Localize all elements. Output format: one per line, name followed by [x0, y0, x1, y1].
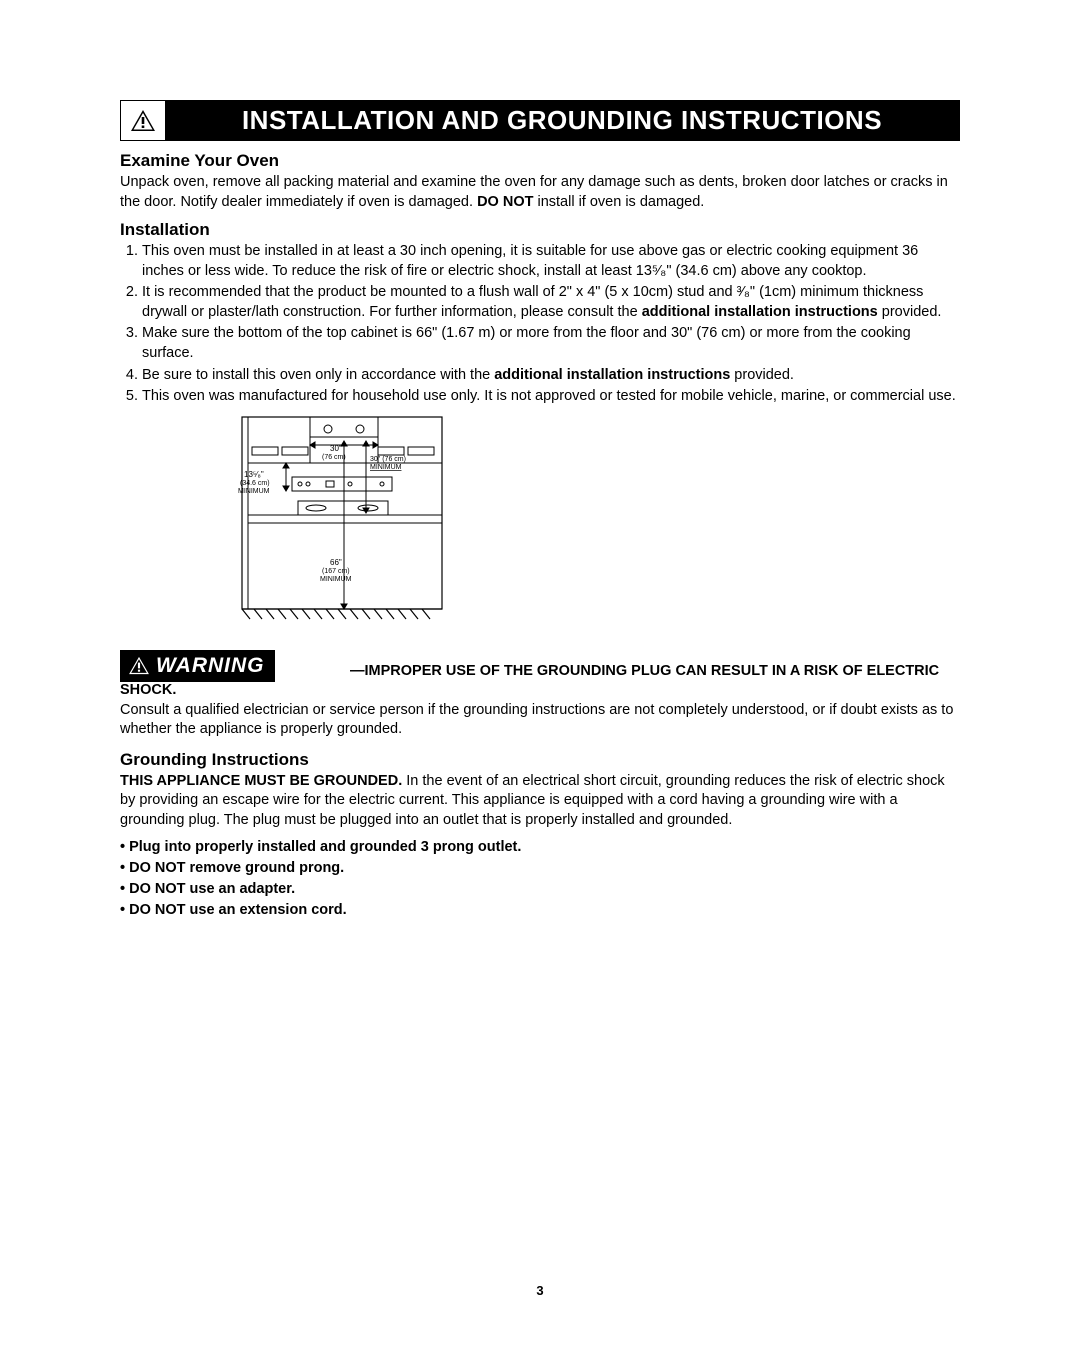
install-item-2: It is recommended that the product be mo… — [142, 283, 960, 322]
grounding-lead-a: THIS APPLIANCE MUST BE GROUNDED. — [120, 773, 402, 789]
grounding-text: THIS APPLIANCE MUST BE GROUNDED. In the … — [120, 772, 960, 831]
page-number: 3 — [0, 1283, 1080, 1298]
install-item-4: Be sure to install this oven only in acc… — [142, 366, 960, 386]
examine-text-b: DO NOT — [477, 194, 533, 210]
diagram-167: (167 cm) — [322, 568, 350, 575]
diagram-66: 66" — [330, 558, 342, 567]
install-list: This oven must be installed in at least … — [120, 242, 960, 407]
diagram-min-1: MINIMUM — [238, 488, 270, 495]
diagram-346: (34.6 cm) — [240, 480, 270, 487]
examine-text: Unpack oven, remove all packing material… — [120, 173, 960, 212]
diagram-30m: 30" (76 cm) — [370, 456, 406, 463]
page-title: INSTALLATION AND GROUNDING INSTRUCTIONS — [165, 101, 959, 140]
install-item-3: Make sure the bottom of the top cabinet … — [142, 324, 960, 363]
grounding-bullet-2: DO NOT remove ground prong. — [120, 858, 960, 879]
grounding-bullet-3: DO NOT use an adapter. — [120, 879, 960, 900]
installation-diagram: 30" (76 cm) 13⁵⁄₈" (34.6 cm) MINIMUM 30"… — [182, 415, 960, 636]
examine-heading: Examine Your Oven — [120, 151, 960, 171]
grounding-bullets: Plug into properly installed and grounde… — [120, 837, 960, 921]
grounding-bullet-1: Plug into properly installed and grounde… — [120, 837, 960, 858]
page-header: INSTALLATION AND GROUNDING INSTRUCTIONS — [120, 100, 960, 141]
examine-text-c: install if oven is damaged. — [533, 194, 704, 210]
diagram-30in: 30" — [330, 444, 342, 453]
diagram-min-2: MINIMUM — [370, 464, 402, 471]
diagram-76cm: (76 cm) — [322, 454, 346, 461]
install-item-5: This oven was manufactured for household… — [142, 387, 960, 407]
diagram-1358: 13⁵⁄₈" — [244, 470, 264, 479]
warning-badge: WARNING — [120, 650, 275, 682]
install-heading: Installation — [120, 220, 960, 240]
warning-icon — [121, 105, 165, 136]
warning-text-body: Consult a qualified electrician or servi… — [120, 701, 960, 740]
diagram-min-3: MINIMUM — [320, 576, 352, 583]
grounding-bullet-4: DO NOT use an extension cord. — [120, 900, 960, 921]
install-item-1: This oven must be installed in at least … — [142, 242, 960, 281]
warning-label: WARNING — [156, 654, 265, 678]
grounding-heading: Grounding Instructions — [120, 750, 960, 770]
